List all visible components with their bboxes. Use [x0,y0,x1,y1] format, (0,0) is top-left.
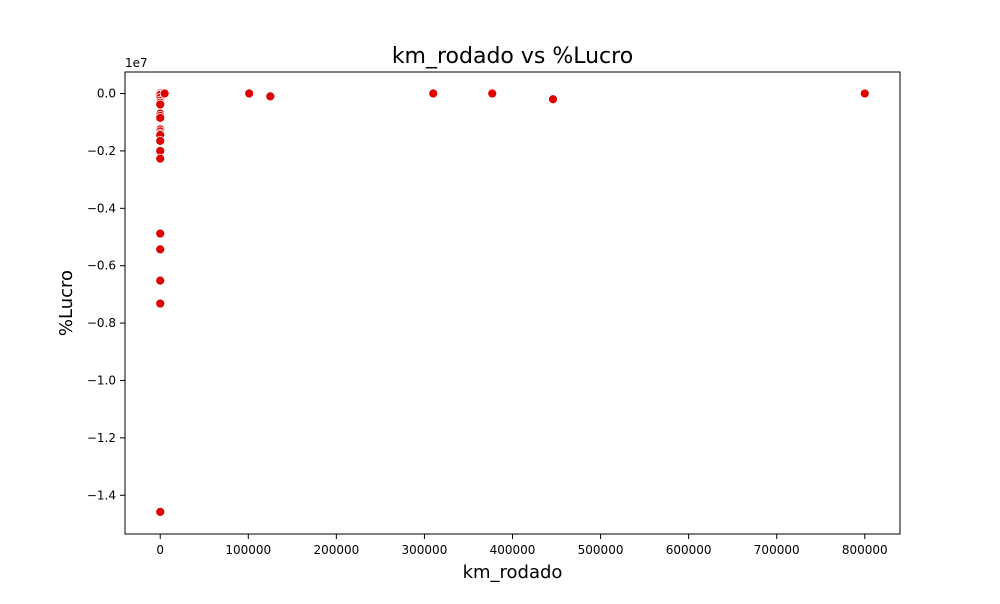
y-axis-ticks: 0.0 −0.2 −0.4 −0.6 −0.8 −1.0 −1.2 −1.4 [87,87,125,502]
scatter-point [859,88,870,99]
axes-frame [124,71,901,535]
y-axis-offset-label: 1e7 [125,56,148,70]
scatter-point [155,135,166,146]
x-tick-label: 600000 [666,543,712,557]
scatter-point [155,298,166,309]
scatter-point [155,153,166,164]
chart-title: km_rodado vs %Lucro [392,44,633,69]
y-tick-label: −0.4 [87,201,116,215]
scatter-point [155,507,166,517]
scatter-point [548,94,558,105]
scatter-point [265,91,276,102]
x-tick-label: 200000 [313,543,359,557]
scatter-point [155,113,166,123]
scatter-point [155,275,166,286]
data-points [155,88,870,517]
y-tick-label: −0.2 [87,144,116,158]
scatter-point [428,88,439,99]
scatter-point [487,88,498,99]
y-tick-label: −1.0 [87,373,116,387]
x-tick-label: 800000 [842,543,888,557]
scatter-point [155,244,166,255]
y-tick-label: −1.2 [87,431,116,445]
y-tick-label: −1.4 [87,488,116,502]
x-tick-label: 400000 [490,543,536,557]
y-axis-label: %Lucro [56,270,77,336]
scatter-point [159,88,170,99]
scatter-point [155,228,166,239]
y-tick-label: 0.0 [97,87,116,101]
x-axis-label: km_rodado [463,562,563,583]
x-tick-label: 500000 [578,543,624,557]
x-tick-label: 100000 [225,543,271,557]
x-tick-label: 0 [156,543,164,557]
scatter-point [155,99,166,110]
x-axis-ticks: 0 100000 200000 300000 400000 500000 600000 700… [156,534,888,557]
scatter-point [244,88,255,99]
x-tick-label: 300000 [402,543,448,557]
y-tick-label: −0.8 [87,316,116,330]
x-tick-label: 700000 [754,543,800,557]
y-tick-label: −0.6 [87,259,116,273]
